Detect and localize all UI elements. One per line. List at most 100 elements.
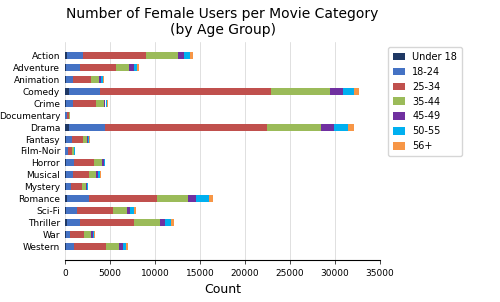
Bar (171, 219, 174, 226)
Bar (134, 64, 138, 71)
X-axis label: Count: Count (204, 283, 241, 296)
Bar (134, 219, 160, 226)
Bar (122, 243, 126, 250)
Bar (68, 124, 104, 131)
Bar (67, 52, 83, 59)
Bar (65, 64, 66, 71)
Bar (74, 159, 94, 166)
Bar (77, 207, 113, 214)
Bar (101, 76, 103, 83)
Bar (160, 219, 165, 226)
Bar (69, 112, 70, 119)
Bar (103, 76, 104, 83)
Bar (68, 88, 100, 95)
Bar (104, 159, 106, 166)
Bar (65, 76, 66, 83)
Bar (84, 231, 90, 238)
Bar (92, 231, 94, 238)
Bar (89, 171, 96, 178)
Bar (87, 183, 88, 190)
Bar (66, 136, 72, 143)
Bar (67, 195, 90, 202)
Bar (196, 195, 209, 202)
Bar (102, 159, 104, 166)
Bar (348, 124, 354, 131)
Bar (65, 171, 66, 178)
Bar (90, 231, 92, 238)
Bar (66, 207, 77, 214)
Bar (157, 195, 188, 202)
Bar (88, 136, 89, 143)
Bar (65, 183, 66, 190)
Bar (99, 76, 101, 83)
Bar (209, 195, 212, 202)
Bar (74, 243, 106, 250)
Bar (96, 100, 104, 107)
Bar (90, 195, 157, 202)
Bar (130, 64, 134, 71)
Bar (73, 76, 91, 83)
Bar (83, 136, 87, 143)
Bar (119, 243, 122, 250)
Bar (66, 112, 69, 119)
Bar (86, 183, 87, 190)
Bar (65, 231, 66, 238)
Bar (72, 136, 83, 143)
Bar (80, 64, 116, 71)
Bar (80, 219, 134, 226)
Bar (334, 124, 347, 131)
Bar (66, 147, 68, 155)
Bar (94, 231, 95, 238)
Legend: Under 18, 18-24, 25-34, 35-44, 45-49, 50-55, 56+: Under 18, 18-24, 25-34, 35-44, 45-49, 50… (388, 47, 462, 156)
Bar (83, 52, 146, 59)
Bar (184, 52, 190, 59)
Bar (320, 124, 334, 131)
Bar (72, 147, 74, 155)
Bar (104, 100, 106, 107)
Bar (66, 183, 71, 190)
Bar (65, 100, 66, 107)
Bar (66, 100, 73, 107)
Bar (66, 64, 80, 71)
Bar (106, 100, 108, 107)
Bar (65, 219, 67, 226)
Bar (354, 88, 360, 95)
Bar (96, 171, 98, 178)
Bar (100, 88, 271, 95)
Bar (126, 207, 130, 214)
Bar (106, 243, 119, 250)
Bar (330, 88, 343, 95)
Bar (68, 147, 72, 155)
Bar (130, 207, 134, 214)
Bar (104, 124, 266, 131)
Bar (65, 88, 68, 95)
Title: Number of Female Users per Movie Category
(by Age Group): Number of Female Users per Movie Categor… (66, 7, 378, 37)
Bar (66, 231, 70, 238)
Bar (188, 195, 196, 202)
Bar (126, 243, 128, 250)
Bar (66, 243, 74, 250)
Bar (190, 52, 193, 59)
Bar (91, 76, 99, 83)
Bar (113, 207, 126, 214)
Bar (65, 195, 67, 202)
Bar (271, 88, 330, 95)
Bar (65, 243, 66, 250)
Bar (73, 171, 89, 178)
Bar (65, 136, 66, 143)
Bar (66, 159, 74, 166)
Bar (67, 219, 80, 226)
Bar (73, 100, 96, 107)
Bar (66, 171, 73, 178)
Bar (66, 76, 73, 83)
Bar (98, 171, 100, 178)
Bar (65, 52, 67, 59)
Bar (100, 171, 101, 178)
Bar (82, 183, 86, 190)
Bar (343, 88, 354, 95)
Bar (178, 52, 184, 59)
Bar (71, 183, 82, 190)
Bar (65, 124, 68, 131)
Bar (165, 219, 171, 226)
Bar (70, 231, 84, 238)
